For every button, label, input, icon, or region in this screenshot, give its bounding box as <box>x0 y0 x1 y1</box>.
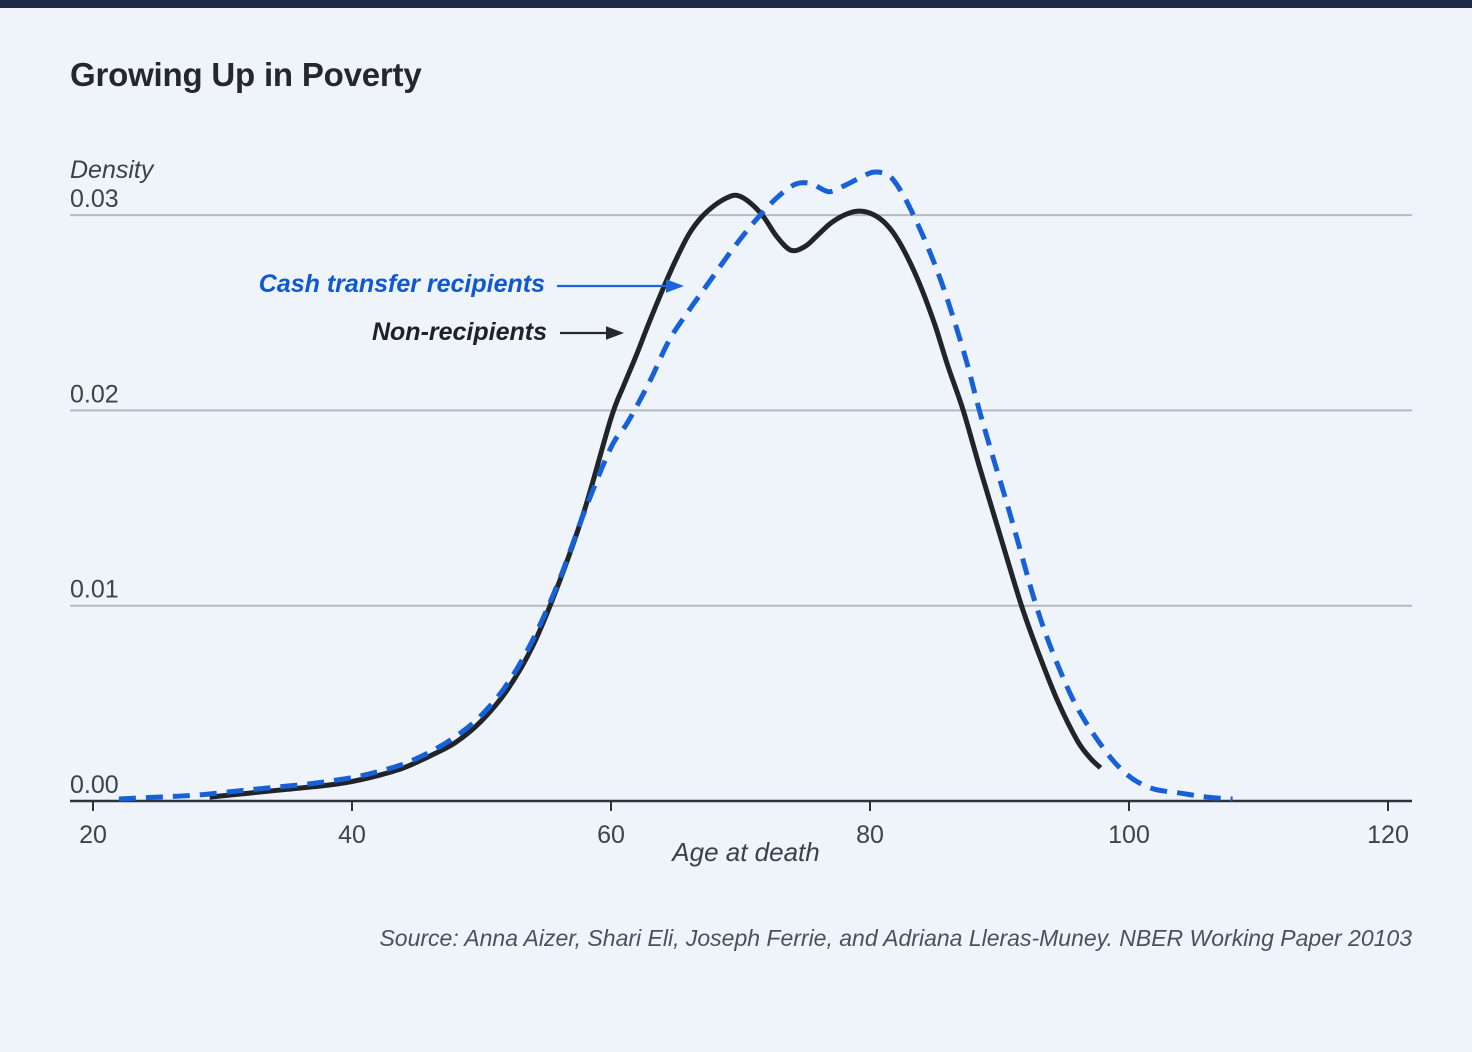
page-title: Growing Up in Poverty <box>70 56 422 93</box>
source-note: Source: Anna Aizer, Shari Eli, Joseph Fe… <box>379 925 1412 951</box>
top-accent-bar <box>0 0 1472 8</box>
x-axis-title: Age at death <box>672 837 820 867</box>
x-tick-label: 120 <box>1367 821 1409 849</box>
x-tick-label: 20 <box>79 821 107 849</box>
x-tick-label: 80 <box>856 821 884 849</box>
legend-cash-transfer-recipients: Cash transfer recipients <box>258 270 545 298</box>
non-recipients-curve <box>209 192 1103 800</box>
x-tick-label: 100 <box>1108 821 1150 849</box>
legend-non-recipients: Non-recipients <box>371 318 547 346</box>
x-tick-label: 40 <box>338 821 366 849</box>
cash-transfer-arrowhead <box>666 279 684 293</box>
x-axis <box>70 799 1412 811</box>
curves <box>118 169 1233 802</box>
x-tick-label: 60 <box>597 821 625 849</box>
cash-transfer-recipients-curve <box>118 169 1233 802</box>
y-tick-labels: 0.00 0.01 0.02 0.03 <box>70 185 119 799</box>
legend-arrows <box>557 279 684 340</box>
y-tick-label: 0.01 <box>70 576 119 604</box>
y-tick-label: 0.00 <box>70 771 119 799</box>
y-tick-label: 0.02 <box>70 380 119 408</box>
non-recipients-arrowhead <box>606 326 624 340</box>
x-tick-labels: 20 40 60 80 100 120 <box>79 821 1409 849</box>
y-axis-title: Density <box>70 156 154 184</box>
gridlines <box>70 214 1412 607</box>
y-tick-label: 0.03 <box>70 185 119 213</box>
